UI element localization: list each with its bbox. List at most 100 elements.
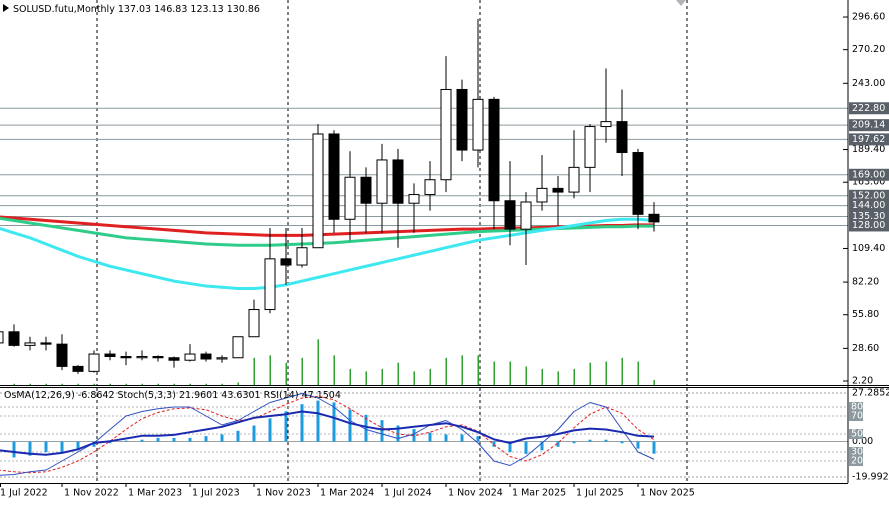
osma-bar: [124, 440, 128, 442]
osma-bar: [604, 439, 608, 442]
candle-body: [568, 166, 580, 193]
candle-body: [456, 88, 468, 151]
level-label-box: [849, 133, 889, 146]
level-label-box: [849, 219, 889, 232]
osma-bar: [652, 441, 656, 454]
level-label: 152.00: [852, 190, 885, 201]
volume-bar: [77, 383, 79, 385]
osma-bar: [12, 441, 16, 458]
volume-bar: [381, 368, 383, 385]
osma-bar: [220, 434, 224, 442]
oscillator-tick-label: 20: [851, 456, 863, 467]
x-tick-label: 1 Mar 2024: [320, 488, 374, 499]
volume-bar: [333, 355, 335, 385]
osma-bar: [204, 436, 208, 442]
candle-body: [184, 353, 196, 361]
candle-body: [648, 213, 660, 223]
osma-bar: [636, 441, 640, 449]
volume-bar: [189, 383, 191, 385]
osc-label-box: [849, 456, 863, 466]
candle-body: [312, 133, 324, 249]
osc-label-box: [849, 411, 863, 421]
volume-bar: [301, 357, 303, 385]
osma-bar: [236, 430, 240, 442]
candle-body: [328, 133, 340, 220]
volume-bar: [605, 361, 607, 385]
osma-bar: [76, 441, 80, 451]
volume-bar: [365, 371, 367, 385]
x-tick-label: 1 Nov 2023: [256, 488, 311, 499]
volume-bar: [397, 362, 399, 385]
level-label-box: [849, 168, 889, 181]
volume-bar: [541, 368, 543, 385]
symbol-title: SOLUSD.futu,Monthly: [13, 4, 115, 15]
volume-bar: [61, 383, 63, 385]
volume-bar: [253, 357, 255, 385]
y-tick-label: 55.80: [852, 309, 879, 320]
level-label-box: [849, 102, 889, 115]
osma-tick-label: 27.2852: [852, 388, 889, 399]
volume-bar: [141, 383, 143, 385]
volume-bar: [45, 383, 47, 385]
volume-bar: [173, 383, 175, 385]
osma-value: -6.8642: [78, 390, 115, 401]
candle-body: [552, 187, 564, 193]
volume-bar: [493, 361, 495, 385]
x-tick-label: 1 Jul 2025: [576, 488, 624, 499]
osma-bar: [252, 425, 256, 442]
candle-body: [136, 356, 148, 359]
candle-body: [296, 247, 308, 266]
oscillator-tick-label: 30: [851, 447, 863, 458]
volume-bar: [637, 361, 639, 385]
osma-bar: [364, 414, 368, 442]
osc-label-box: [849, 447, 863, 457]
osma-name: OsMA(12,26,9): [4, 390, 75, 401]
period-separators: [96, 388, 688, 483]
volume-bar: [461, 355, 463, 385]
stoch-name: Stoch(5,3,3): [118, 390, 176, 401]
osma-bar: [556, 441, 560, 447]
candle-body: [56, 343, 68, 367]
volume-bar: [29, 383, 31, 385]
candle-body: [8, 331, 20, 346]
indicator-panel: [0, 388, 848, 483]
osc-label-box: [849, 402, 863, 412]
oscillator-tick-label: 70: [851, 411, 863, 422]
stoch-signal-value: 43.6301: [221, 390, 260, 401]
stoch-main-value: 21.9601: [179, 390, 218, 401]
level-label: 222.80: [852, 103, 885, 114]
volume-bar: [509, 361, 511, 385]
osma-tick-label: 0.00: [852, 436, 873, 447]
y-tick-label: 163.00: [852, 177, 885, 188]
candle-body: [200, 353, 212, 360]
stoch-main: [0, 393, 655, 476]
high-value: 146.83: [154, 4, 187, 15]
candle-body: [392, 159, 404, 204]
volume-bar: [525, 366, 527, 385]
candle-body: [424, 179, 436, 196]
level-label-box: [849, 210, 889, 223]
y-tick-label: 28.60: [852, 343, 879, 354]
candle-body: [280, 258, 292, 266]
osma-bar: [428, 432, 432, 442]
osma-bar: [444, 434, 448, 442]
x-tick-label: 1 Mar 2023: [128, 488, 182, 499]
open-value: 137.03: [118, 4, 151, 15]
candle-body: [120, 356, 132, 359]
volume-bar: [269, 355, 271, 385]
price-panel: [0, 0, 848, 385]
osma-bar: [140, 439, 144, 442]
candle-body: [0, 331, 4, 344]
volume-bar: [157, 383, 159, 385]
osma-bar: [412, 429, 416, 442]
osma-bar: [492, 441, 496, 447]
level-label: 209.14: [852, 120, 885, 131]
oscillator-tick-label: 80: [851, 402, 863, 413]
rsi-value: 47.1504: [302, 390, 341, 401]
y-tick-label: 82.20: [852, 277, 879, 288]
candle-body: [344, 176, 356, 220]
candle-body: [584, 126, 596, 168]
candle-body: [168, 357, 180, 361]
volume-bar: [477, 355, 479, 385]
